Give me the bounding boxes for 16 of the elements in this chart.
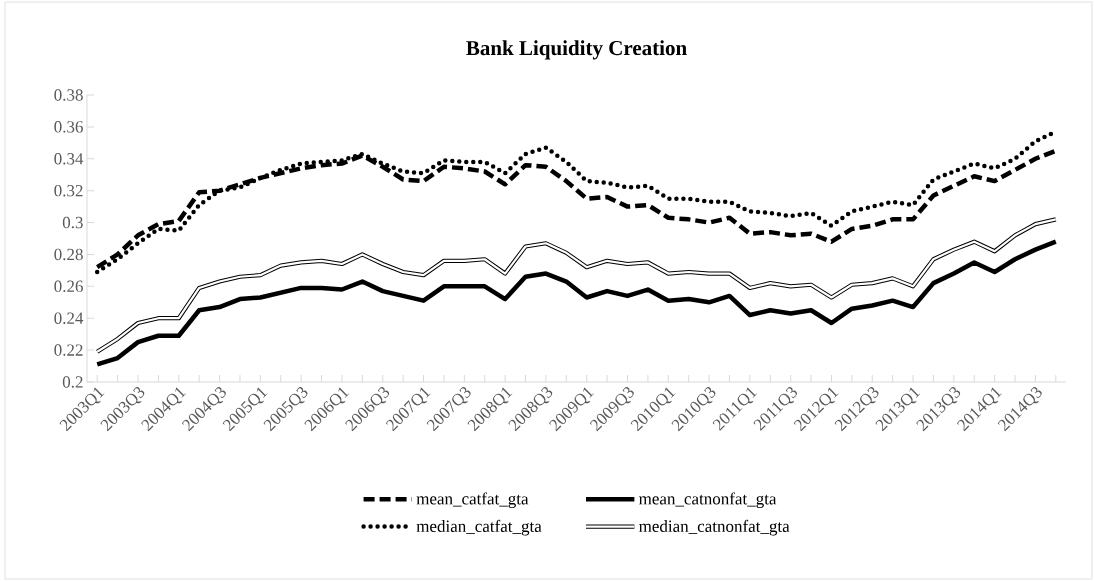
legend-label: median_catnonfat_gta <box>638 519 790 536</box>
legend-label: mean_catfat_gta <box>416 492 529 509</box>
y-tick-label: 0.32 <box>54 184 83 197</box>
y-tick-label: 0.36 <box>54 121 83 133</box>
line-series <box>95 217 1058 354</box>
legend-label: mean_catnonfat_gta <box>638 492 777 509</box>
y-tick-label: 0.26 <box>54 280 83 293</box>
legend-label: median_catfat_gta <box>416 519 542 536</box>
y-tick-label: 0.34 <box>54 153 84 165</box>
y-tick-label: 0.28 <box>54 248 83 261</box>
y-tick-label: 0.38 <box>54 89 83 101</box>
y-tick-label: 0.24 <box>54 312 84 324</box>
chart-title: Bank Liquidity Creation <box>466 40 687 60</box>
y-tick-label: 0.3 <box>62 216 83 229</box>
y-tick-label: 0.2 <box>62 376 83 388</box>
y-tick-label: 0.22 <box>54 344 83 356</box>
